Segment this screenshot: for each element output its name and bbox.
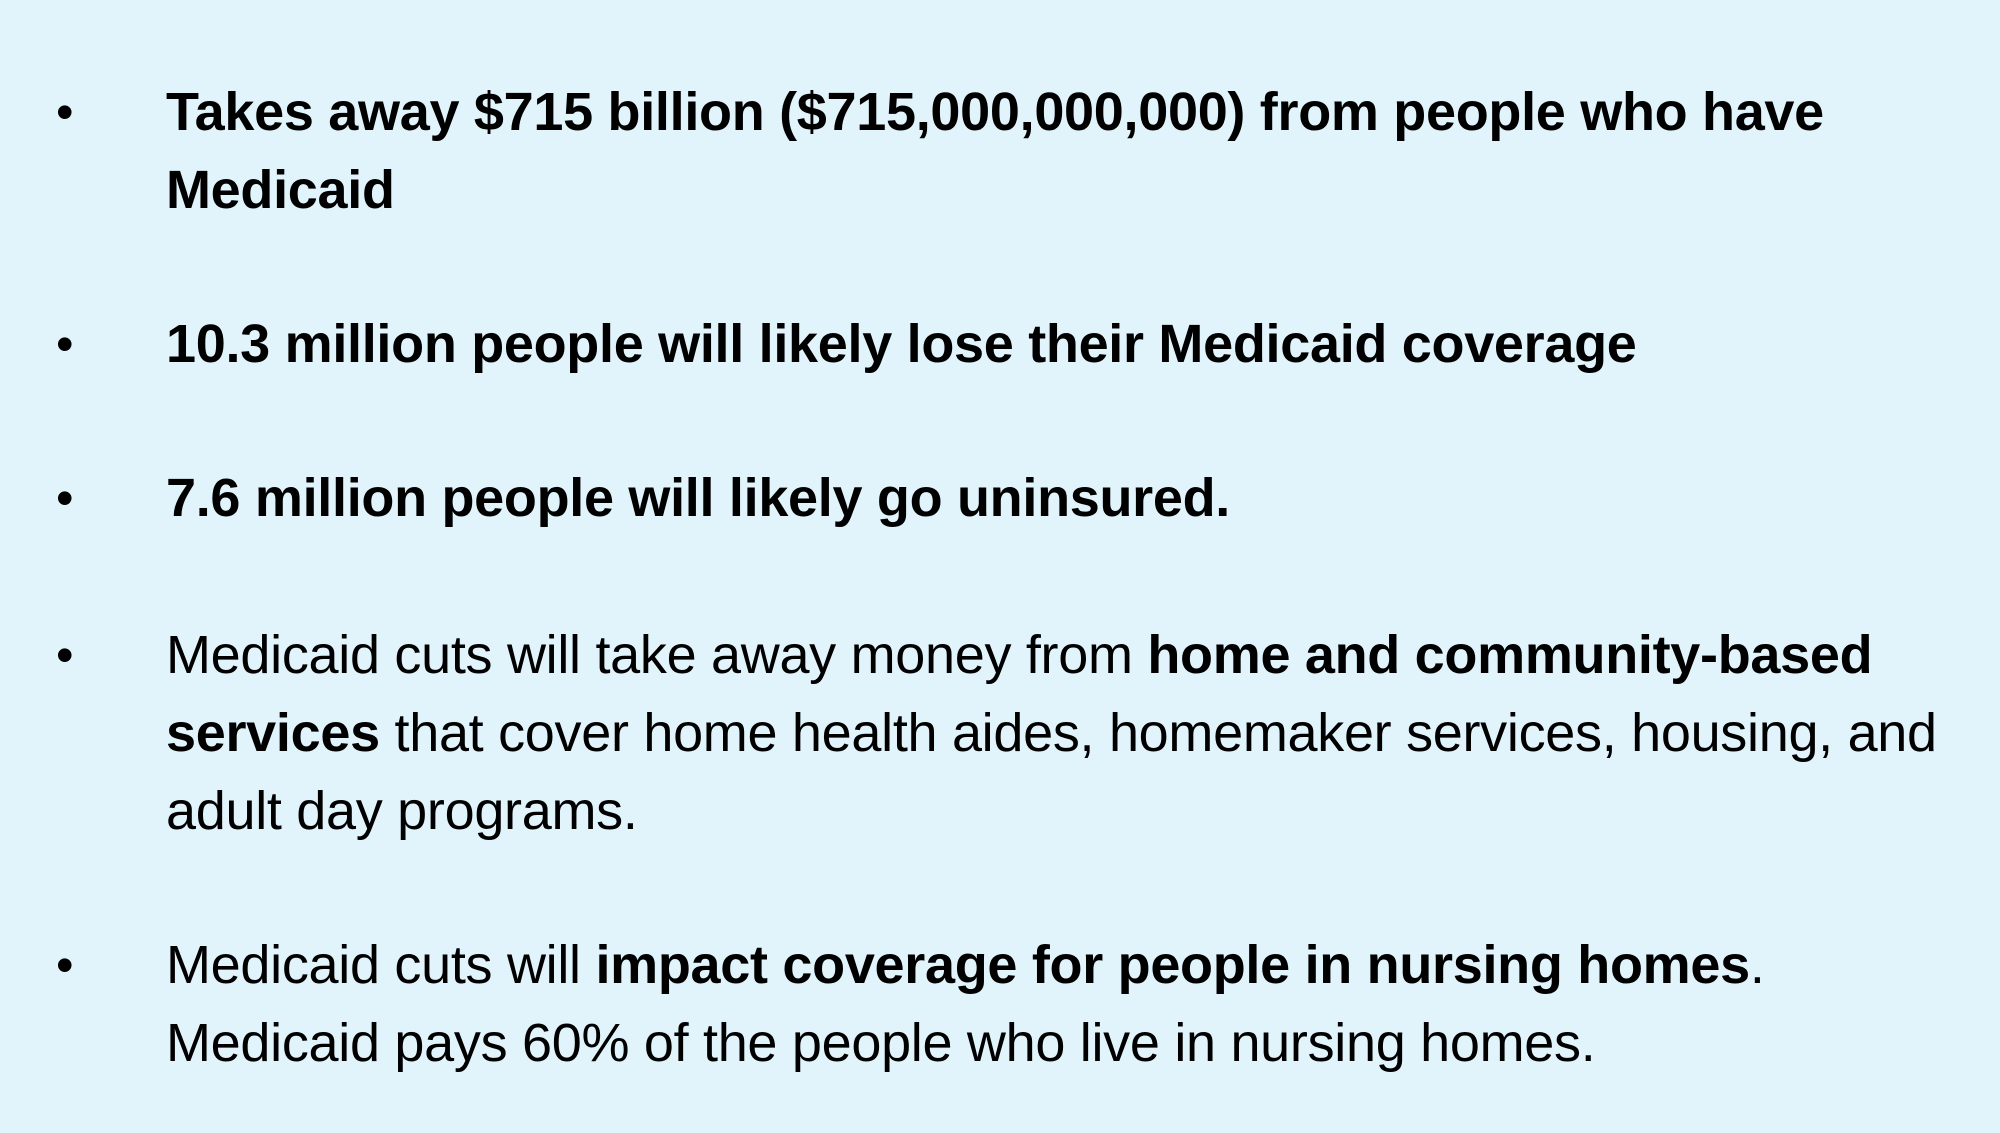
bullet-text: 10.3 million people will likely lose the… xyxy=(166,305,1956,383)
bullet-icon: • xyxy=(56,470,74,526)
text-segment: Medicaid cuts will take away money from xyxy=(166,625,1148,685)
bold-segment: home and community-based services xyxy=(166,625,1873,763)
text-segment: Medicaid cuts will xyxy=(166,935,596,995)
bullet-text: Medicaid cuts will impact coverage for p… xyxy=(166,926,1956,1082)
bullet-icon: • xyxy=(56,316,74,372)
bullet-icon: • xyxy=(56,84,74,140)
bullet-icon: • xyxy=(56,627,74,683)
text-segment: that cover home health aides, homemaker … xyxy=(166,703,1937,841)
bold-segment: 10.3 million people will likely lose the… xyxy=(166,314,1637,374)
bullet-text: 7.6 million people will likely go uninsu… xyxy=(166,459,1956,537)
bold-segment: impact coverage for people in nursing ho… xyxy=(595,935,1750,995)
bullet-icon: • xyxy=(56,937,74,993)
bullet-text: Medicaid cuts will take away money from … xyxy=(166,616,1956,850)
text-segment: . Medicaid pays 60% of the people who li… xyxy=(166,935,1765,1073)
bold-segment: Takes away $715 billion ($715,000,000,00… xyxy=(166,82,1824,220)
bullet-text: Takes away $715 billion ($715,000,000,00… xyxy=(166,73,1956,229)
bold-segment: 7.6 million people will likely go uninsu… xyxy=(166,468,1231,528)
